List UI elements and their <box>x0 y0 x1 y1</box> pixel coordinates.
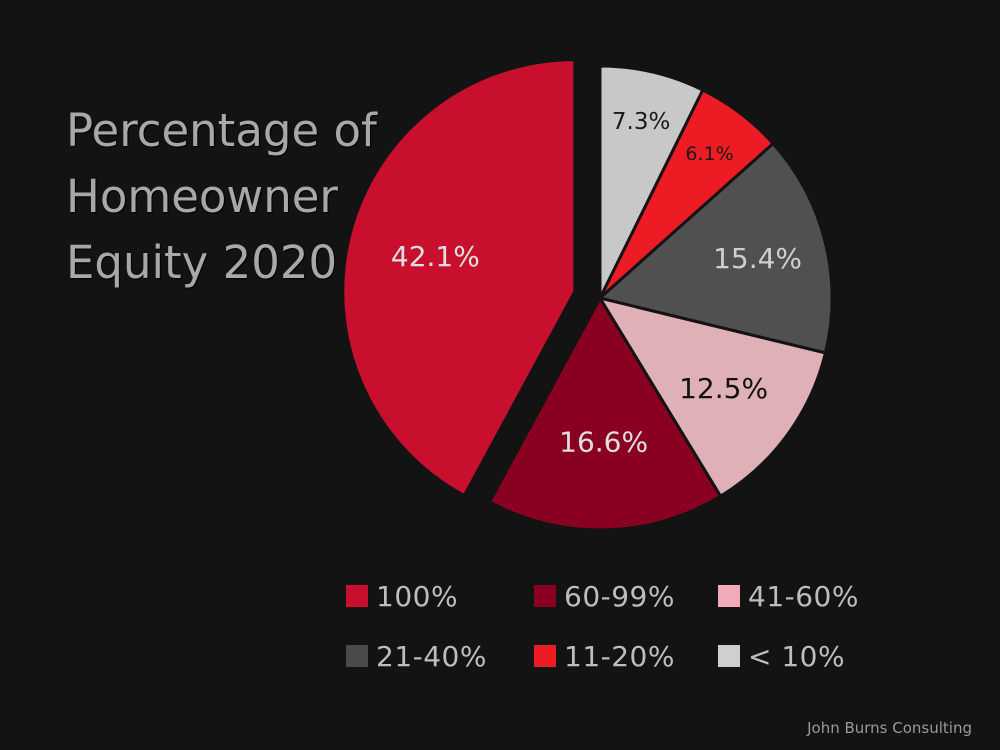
legend-swatch <box>346 585 368 607</box>
legend-item-21-40: 21-40% <box>346 636 487 676</box>
legend-swatch <box>534 585 556 607</box>
legend-swatch <box>718 645 740 667</box>
legend-label: 11-20% <box>564 639 675 673</box>
legend-item-60-99: 60-99% <box>534 576 675 616</box>
pie-data-label: 12.5% <box>679 372 768 405</box>
chart-title: Percentage of Homeowner Equity 2020 <box>66 98 396 296</box>
legend-label: 41-60% <box>748 579 859 613</box>
pie-slice-60-99 <box>487 294 723 532</box>
legend-label: < 10% <box>748 639 846 673</box>
legend-swatch <box>534 645 556 667</box>
legend-swatch <box>718 585 740 607</box>
legend-item-11-20: 11-20% <box>534 636 675 676</box>
pie-slice-41-60 <box>596 295 828 499</box>
legend-item-under-10: < 10% <box>718 636 845 676</box>
title-line-3: Equity 2020 <box>66 236 338 289</box>
legend-swatch <box>346 645 368 667</box>
source-credit: John Burns Consulting <box>807 719 972 737</box>
pie-data-label: 16.6% <box>559 425 648 458</box>
pie-slice-21-40 <box>596 141 834 355</box>
legend-item-41-60: 41-60% <box>718 576 859 616</box>
pie-data-label: 6.1% <box>685 143 733 165</box>
legend-label: 60-99% <box>564 579 675 613</box>
legend-item-100: 100% <box>346 576 458 616</box>
pie-data-label: 42.1% <box>391 240 480 273</box>
pie-slice-10 <box>598 64 705 299</box>
pie-slice-100 <box>341 58 577 498</box>
legend-label: 100% <box>376 579 459 613</box>
title-line-2: Homeowner <box>66 170 338 223</box>
title-line-1: Percentage of <box>66 104 377 157</box>
legend-label: 21-40% <box>376 639 487 673</box>
pie-data-label: 7.3% <box>612 109 670 135</box>
pie-data-label: 15.4% <box>713 242 802 275</box>
